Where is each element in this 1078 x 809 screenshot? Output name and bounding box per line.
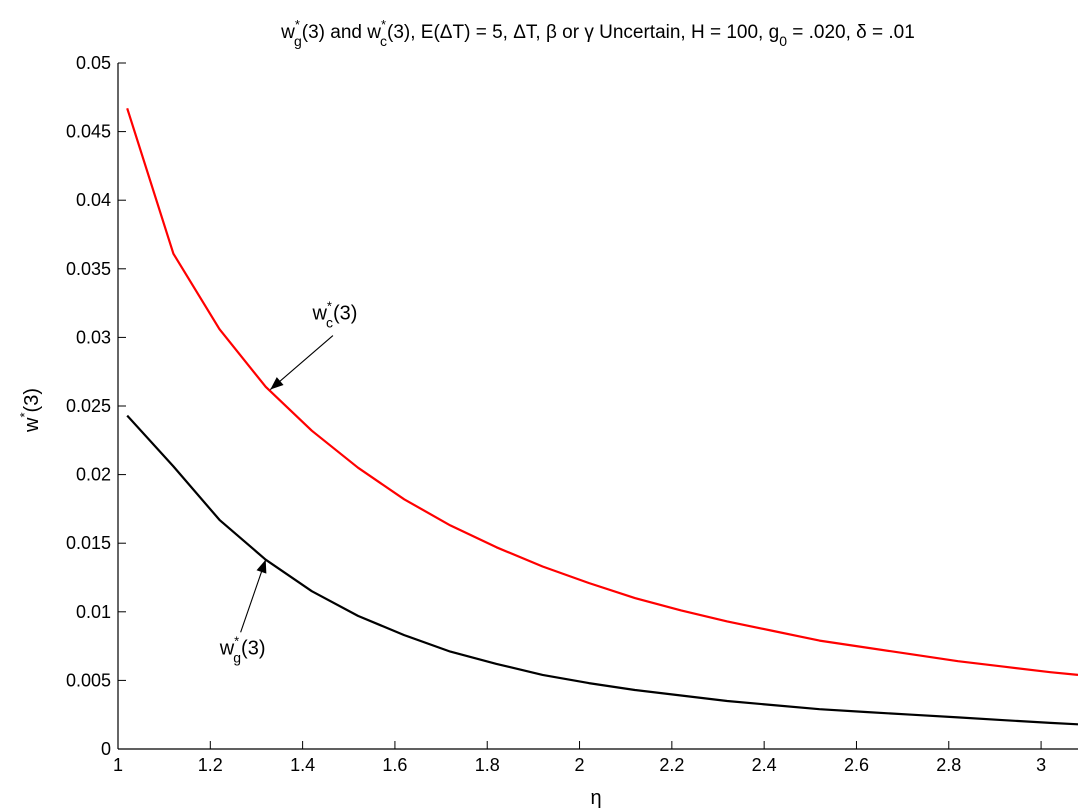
annotation-arrow-1 (269, 335, 334, 390)
axes: 1 1.2 1.4 1.6 1.8 2 2.2 2.4 2.6 2.8 3 0 0.005 0.01 0.0… (66, 53, 1078, 775)
x-tick-label: 1.8 (475, 755, 500, 775)
annotations: w* c(3) w* g(3) (219, 299, 358, 666)
y-tick-label: 0.025 (66, 396, 111, 416)
series-line-1 (126, 107, 1078, 676)
x-tick-label: 2.2 (659, 755, 684, 775)
y-tick-label: 0.05 (76, 53, 111, 73)
x-tick-label: 1 (113, 755, 123, 775)
y-tick-label: 0.01 (76, 602, 111, 622)
y-tick-label: 0.045 (66, 122, 111, 142)
y-axis-label: w*(3) (17, 388, 43, 433)
annotation-label-2: w* g(3) (219, 633, 266, 665)
y-tick-label: 0.02 (76, 465, 111, 485)
arrowhead-2 (256, 559, 267, 574)
y-tick-label: 0.005 (66, 670, 111, 690)
arrowhead-1 (270, 377, 284, 390)
x-tick-label: 2.4 (752, 755, 777, 775)
y-axis-label-text: w*(3) (17, 388, 43, 433)
x-tick-label: 1.2 (198, 755, 223, 775)
x-tick-label: 2 (575, 755, 585, 775)
series-line-2 (126, 414, 1078, 726)
x-tick-label: 2.6 (844, 755, 869, 775)
x-tick-label: 1.6 (382, 755, 407, 775)
y-tick-label: 0.04 (76, 190, 111, 210)
chart-title-text: w* g(3) and w* c(3), E(ΔT) = 5, ΔT, β or γ… (280, 17, 915, 49)
x-tick-label: 1.4 (290, 755, 315, 775)
x-tick-label: 2.8 (936, 755, 961, 775)
annotation-label-1: w* c(3) (311, 299, 357, 331)
y-tick-label: 0.035 (66, 259, 111, 279)
y-tick-label: 0.015 (66, 533, 111, 553)
x-axis-label: η (590, 787, 601, 809)
series-layer (126, 107, 1078, 726)
chart-title: w* g(3) and w* c(3), E(ΔT) = 5, ΔT, β or γ… (280, 17, 915, 49)
x-tick-label: 3 (1036, 755, 1046, 775)
y-tick-label: 0.03 (76, 327, 111, 347)
y-tick-label: 0 (101, 739, 111, 759)
